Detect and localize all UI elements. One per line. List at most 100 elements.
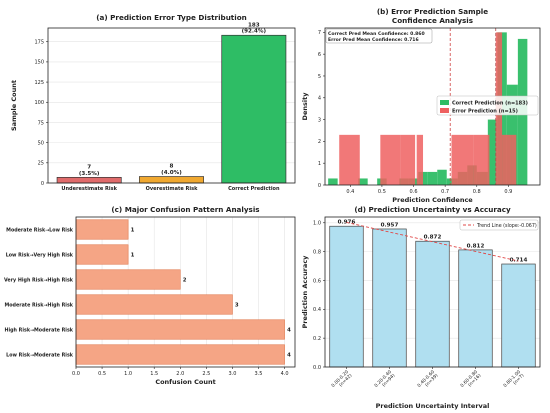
bar-value-label: 4 [287, 353, 291, 359]
chart-a: (a) Prediction Error Type Distribution 0 2… [10, 13, 296, 192]
x-tick-label: 0.40-0.60(n=39) [416, 369, 439, 392]
bar [329, 225, 364, 368]
bar-value-label: 0.872 [424, 235, 442, 241]
x-tick-label: 0.0 [72, 371, 80, 377]
y-tick-label: Low Risk→Moderate Risk [6, 353, 74, 359]
bar-value-label: 0.714 [510, 258, 528, 264]
y-tick-label: 0 [318, 183, 321, 189]
y-tick-label: 7 [318, 30, 321, 36]
y-tick-label: 0.6 [313, 278, 321, 284]
plot-frame [324, 216, 541, 368]
x-tick-label: 2.0 [176, 371, 184, 377]
bar [75, 244, 129, 265]
x-tick-label: 0.5 [98, 371, 106, 377]
bar-value-label: 1 [131, 253, 135, 259]
histogram-bar [358, 178, 368, 185]
y-tick-label: 4 [318, 96, 321, 102]
histogram-bar [427, 171, 438, 185]
legend-swatch [440, 100, 449, 105]
x-tick-label: Underestimate Risk [61, 186, 117, 192]
x-tick-label: 2.5 [202, 371, 210, 377]
legend-box [436, 95, 539, 116]
bar [75, 269, 181, 290]
y-axis-label: Prediction Accuracy [301, 255, 309, 329]
histogram-bar [339, 134, 360, 185]
x-axis-label: Prediction Confidence [392, 196, 473, 204]
y-tick-label: 2 [318, 139, 321, 145]
y-tick-label: 0.4 [313, 307, 321, 313]
plot-frame [75, 216, 296, 368]
histogram-bar [473, 134, 490, 185]
legend: Correct Prediction (n=183) Error Predicti… [436, 95, 539, 116]
chart-b-title: (b) Error Prediction Sample Confidence An… [377, 7, 488, 25]
x-tick-label: 0.5 [378, 189, 386, 195]
y-tick-label: 0 [41, 181, 44, 187]
histogram-bar [416, 134, 424, 185]
bar-value-label: 8 (4.0%) [161, 164, 182, 176]
bar [56, 176, 122, 184]
histogram-bar [418, 171, 428, 185]
y-tick-label: 3 [318, 117, 321, 123]
bar-value-label: 3 [235, 303, 239, 309]
histogram-bar [380, 134, 401, 185]
bar-value-label: 0.957 [381, 222, 399, 228]
x-tick-label: 0.80-1.00(n=7) [502, 369, 525, 392]
annotation-text: Error Pred Mean Confidence: 0.716 [328, 37, 419, 43]
histogram-bar [487, 119, 498, 185]
x-tick-label: 3.5 [255, 371, 263, 377]
x-tick-label: 0.4 [346, 189, 354, 195]
y-tick-label: Moderate Risk→Low Risk [6, 228, 74, 234]
legend-label: Trend Line (slope:-0.067) [476, 223, 537, 229]
y-tick-label: 50 [38, 140, 44, 146]
x-tick-label: 1.5 [150, 371, 158, 377]
histogram-bar [437, 169, 447, 185]
bar [75, 344, 285, 365]
bar-value-label: 183 (92.4%) [242, 22, 267, 34]
x-tick-label: 0.60-0.80(n=16) [459, 369, 482, 392]
chart-d: (d) Prediction Uncertainty vs Accuracy 0.… [301, 205, 541, 410]
legend-label: Correct Prediction (n=183) [452, 100, 528, 106]
x-tick-label: Correct Prediction [228, 186, 280, 192]
y-tick-label: Moderate Risk→High Risk [4, 303, 73, 309]
bar-value-label: 7 (3.5%) [79, 164, 100, 176]
bar [501, 263, 536, 368]
y-axis-label: Sample Count [10, 80, 18, 131]
chart-a-title: (a) Prediction Error Type Distribution [96, 13, 247, 22]
histogram-bar [328, 178, 338, 185]
chart-b: (b) Error Prediction Sample Confidence An… [301, 7, 541, 204]
y-tick-label: 1.0 [313, 221, 321, 227]
x-tick-label: 4.0 [281, 371, 289, 377]
histogram-bar [451, 134, 474, 185]
legend-swatch [440, 108, 449, 113]
y-tick-label: 125 [34, 80, 44, 86]
trend-line [346, 221, 519, 262]
y-tick-label: 0.0 [313, 365, 321, 371]
annotation-text: Correct Pred Mean Confidence: 0.860 [328, 31, 425, 37]
bar-value-label: 4 [287, 328, 291, 334]
y-tick-label: 100 [34, 100, 44, 106]
y-axis-label: Density [301, 92, 309, 121]
bar [75, 294, 233, 315]
x-tick-label: 0.8 [473, 189, 481, 195]
legend-box [459, 219, 539, 231]
legend-label: Error Prediction (n=15) [452, 108, 518, 114]
bar-value-label: 1 [131, 228, 135, 234]
bar [458, 249, 493, 368]
y-tick-label: 0.8 [313, 249, 321, 255]
x-tick-label: 0.20-0.40(n=94) [373, 369, 396, 392]
plot-frame [324, 27, 541, 186]
x-tick-label: Overestimate Risk [146, 186, 198, 192]
bar-value-label: 0.812 [467, 243, 485, 249]
y-tick-label: Very High Risk→High Risk [4, 278, 74, 284]
bar [372, 228, 407, 368]
bar [221, 34, 287, 184]
bar [139, 176, 204, 184]
chart-d-title: (d) Prediction Uncertainty vs Accuracy [354, 205, 511, 214]
x-axis-label: Prediction Uncertainty Interval [376, 402, 490, 410]
bar [415, 240, 450, 368]
bar-value-label: 2 [183, 278, 187, 284]
bar [75, 219, 129, 240]
y-tick-label: 25 [38, 161, 44, 167]
y-tick-label: 5 [318, 74, 321, 80]
x-tick-label: 0.7 [441, 189, 449, 195]
